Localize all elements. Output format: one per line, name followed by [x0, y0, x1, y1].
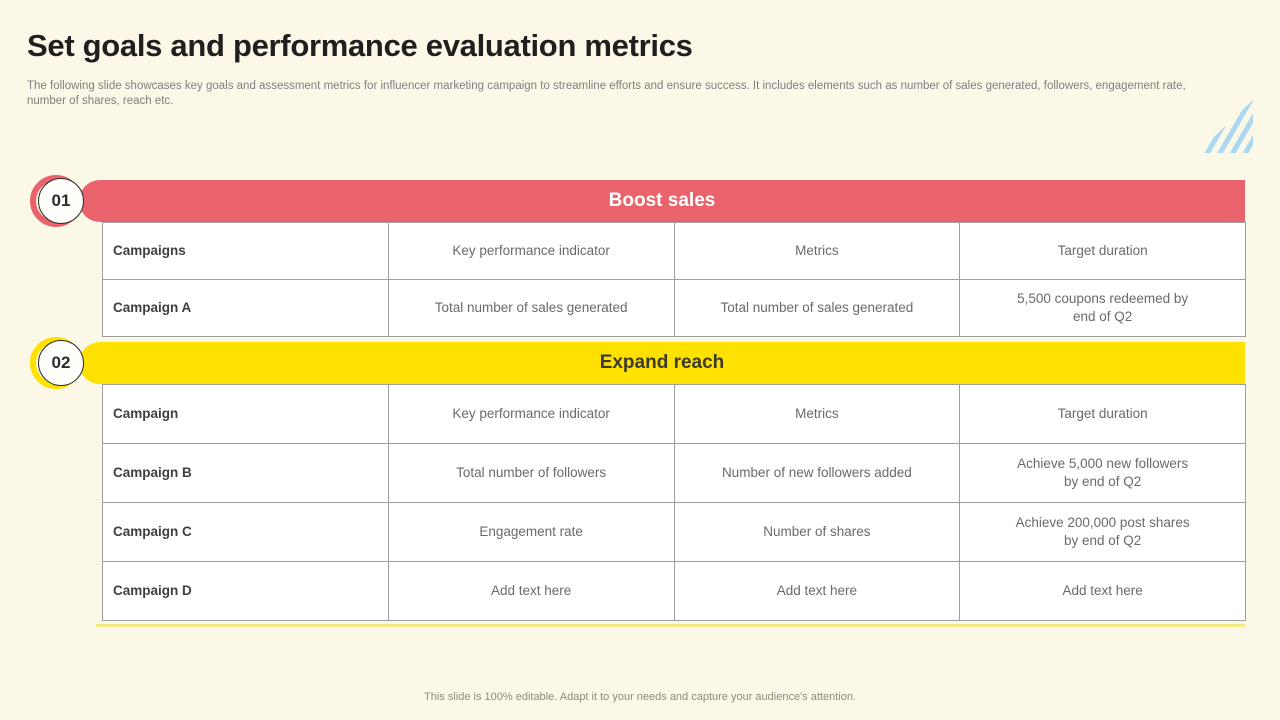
table-header-cell: Metrics: [674, 384, 961, 443]
expand-reach-table: Campaign Key performance indicator Metri…: [102, 384, 1246, 621]
table-header-cell: Campaigns: [103, 222, 389, 279]
section-1-number-badge: 01: [38, 178, 84, 224]
table-cell-placeholder[interactable]: Add text here: [674, 561, 961, 620]
table-cell-placeholder[interactable]: Add text here: [960, 561, 1246, 620]
table-header-cell: Campaign: [103, 384, 389, 443]
table-bottom-accent-line: [96, 624, 1245, 627]
boost-sales-table: Campaigns Key performance indicator Metr…: [102, 222, 1246, 337]
section-2-number-badge: 02: [38, 340, 84, 386]
slide-footer-note: This slide is 100% editable. Adapt it to…: [424, 691, 856, 703]
table-cell-campaign-a: Campaign A: [103, 279, 389, 336]
page-title: Set goals and performance evaluation met…: [27, 28, 693, 63]
table-header-cell: Key performance indicator: [388, 222, 675, 279]
section-1-heading: Boost sales: [608, 190, 716, 211]
table-cell-metric: Number of shares: [674, 502, 961, 561]
table-cell-target: Achieve 200,000 post shares by end of Q2: [960, 502, 1246, 561]
table-cell-kpi: Total number of followers: [388, 443, 675, 502]
table-cell-target: 5,500 coupons redeemed by end of Q2: [960, 279, 1246, 336]
table-cell-metric: Total number of sales generated: [674, 279, 961, 336]
table-cell-placeholder[interactable]: Add text here: [388, 561, 675, 620]
table-header-cell: Target duration: [960, 384, 1246, 443]
section-2-header-bar: Expand reach: [79, 342, 1245, 384]
table-cell-campaign-b: Campaign B: [103, 443, 389, 502]
section-2-heading: Expand reach: [599, 352, 725, 373]
table-cell-kpi: Total number of sales generated: [388, 279, 675, 336]
table-header-cell: Target duration: [960, 222, 1246, 279]
table-cell-metric: Number of new followers added: [674, 443, 961, 502]
table-header-cell: Metrics: [674, 222, 961, 279]
table-cell-target: Achieve 5,000 new followers by end of Q2: [960, 443, 1246, 502]
table-cell-kpi: Engagement rate: [388, 502, 675, 561]
table-header-cell: Key performance indicator: [388, 384, 675, 443]
section-1-header-bar: Boost sales: [79, 180, 1245, 222]
table-cell-campaign-c: Campaign C: [103, 502, 389, 561]
table-cell-campaign-d: Campaign D: [103, 561, 389, 620]
slide-subtitle: The following slide showcases key goals …: [27, 80, 1186, 107]
